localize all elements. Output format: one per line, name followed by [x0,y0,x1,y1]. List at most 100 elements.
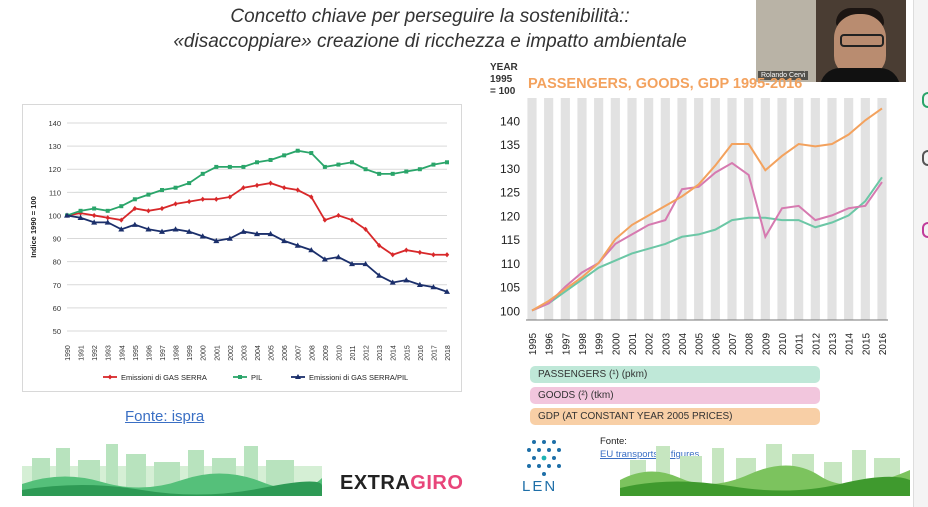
participant-shirt [820,68,900,82]
x-tick-label: 2003 [241,345,248,361]
x-tick-label: 2012 [811,332,822,355]
y-tick-label: 105 [500,281,520,295]
x-tick-label: 1999 [595,332,606,355]
legend-marker [295,374,301,379]
y-tick-label: 140 [48,119,61,128]
series-line [531,176,883,312]
data-point [146,208,151,214]
data-point [444,252,450,258]
year-band [610,98,620,320]
data-point [241,185,246,191]
source-eu-link[interactable]: EU transports in figures [600,449,700,460]
data-point [430,284,437,290]
x-tick-label: 2017 [431,345,438,361]
year-band [677,98,687,320]
y-tick-label: 140 [500,114,520,128]
x-tick-label: 2013 [828,332,839,355]
data-point [403,277,410,283]
side-panel-edge[interactable] [913,0,928,507]
legend-passengers: PASSENGERS (¹) (pkm) [530,366,820,383]
y-tick-label: 130 [48,142,61,151]
data-point [281,237,288,244]
year-band [594,98,604,320]
x-tick-label: 2004 [255,345,262,361]
data-point [199,233,206,239]
data-point [105,215,110,221]
legend-marker [238,375,242,379]
y-tick-label: 50 [53,327,61,336]
y-axis-label: = 100 [490,86,516,97]
legend-goods: GOODS (²) (tkm) [530,387,820,404]
x-tick-label: 2005 [269,345,276,361]
year-band [727,98,737,320]
data-point [267,230,274,237]
data-point [335,254,342,260]
y-tick-label: 120 [48,165,61,174]
slide-title-line1: Concetto chiave per perseguire la sosten… [230,6,630,27]
data-point [363,167,368,172]
data-point [417,167,422,172]
data-point [308,247,315,253]
data-point [186,198,192,205]
data-point [349,260,355,267]
x-tick-label: 2006 [282,345,289,361]
data-point [119,204,124,209]
data-point [281,185,287,191]
data-point [159,228,165,234]
data-point [78,208,83,213]
year-band [544,98,554,320]
data-point [91,212,97,219]
data-point [77,214,84,220]
participant-video-tile[interactable]: Rolando Cervi [756,0,906,82]
source-eu-label: Fonte: [600,436,627,447]
year-band [860,98,870,320]
data-point [309,194,314,200]
data-point [173,185,178,190]
year-band [560,98,570,320]
x-tick-label: 2001 [628,332,639,355]
x-tick-label: 2006 [711,332,722,355]
slide-title-line2: «disaccoppiare» creazione di ricchezza e… [173,31,687,52]
y-tick-label: 115 [501,233,520,247]
x-tick-label: 2016 [878,332,889,355]
year-band [644,98,654,320]
data-point [132,197,137,202]
data-point [64,212,70,218]
x-tick-label: 2015 [861,332,872,355]
x-tick-label: 1997 [561,332,572,355]
data-point [172,226,179,232]
x-tick-label: 1998 [174,345,181,361]
x-tick-label: 2007 [296,345,303,361]
participant-glasses [840,34,884,47]
data-point [213,237,220,244]
data-point [268,157,273,162]
data-point [309,151,314,156]
len-logo-icon [527,440,561,476]
y-tick-label: 110 [49,188,61,197]
x-tick-label: 1991 [79,345,86,361]
data-point [336,212,341,219]
data-point [160,188,164,193]
x-tick-label: 2000 [611,332,622,355]
data-point [254,182,260,188]
x-tick-label: 2010 [336,345,343,361]
y-tick-label: 90 [53,235,61,244]
len-logo-text: LEN [522,478,558,495]
data-point [282,153,287,158]
x-tick-label: 1999 [187,345,194,361]
x-tick-label: 2014 [845,332,856,355]
data-point [226,235,233,241]
legend-gdp: GDP (AT CONSTANT YEAR 2005 PRICES) [530,408,820,425]
x-tick-label: 2015 [404,345,411,361]
data-point [268,180,273,186]
x-tick-label: 2008 [309,345,316,361]
x-tick-label: 2013 [377,345,384,361]
y-tick-label: 60 [53,304,61,313]
source-ispra-link[interactable]: Fonte: ispra [125,408,205,425]
x-tick-label: 2014 [391,345,398,361]
data-point [417,249,423,256]
participant-name: Rolando Cervi [758,71,809,80]
data-point [241,164,246,169]
data-point [377,171,382,176]
x-tick-label: 2011 [795,333,806,355]
